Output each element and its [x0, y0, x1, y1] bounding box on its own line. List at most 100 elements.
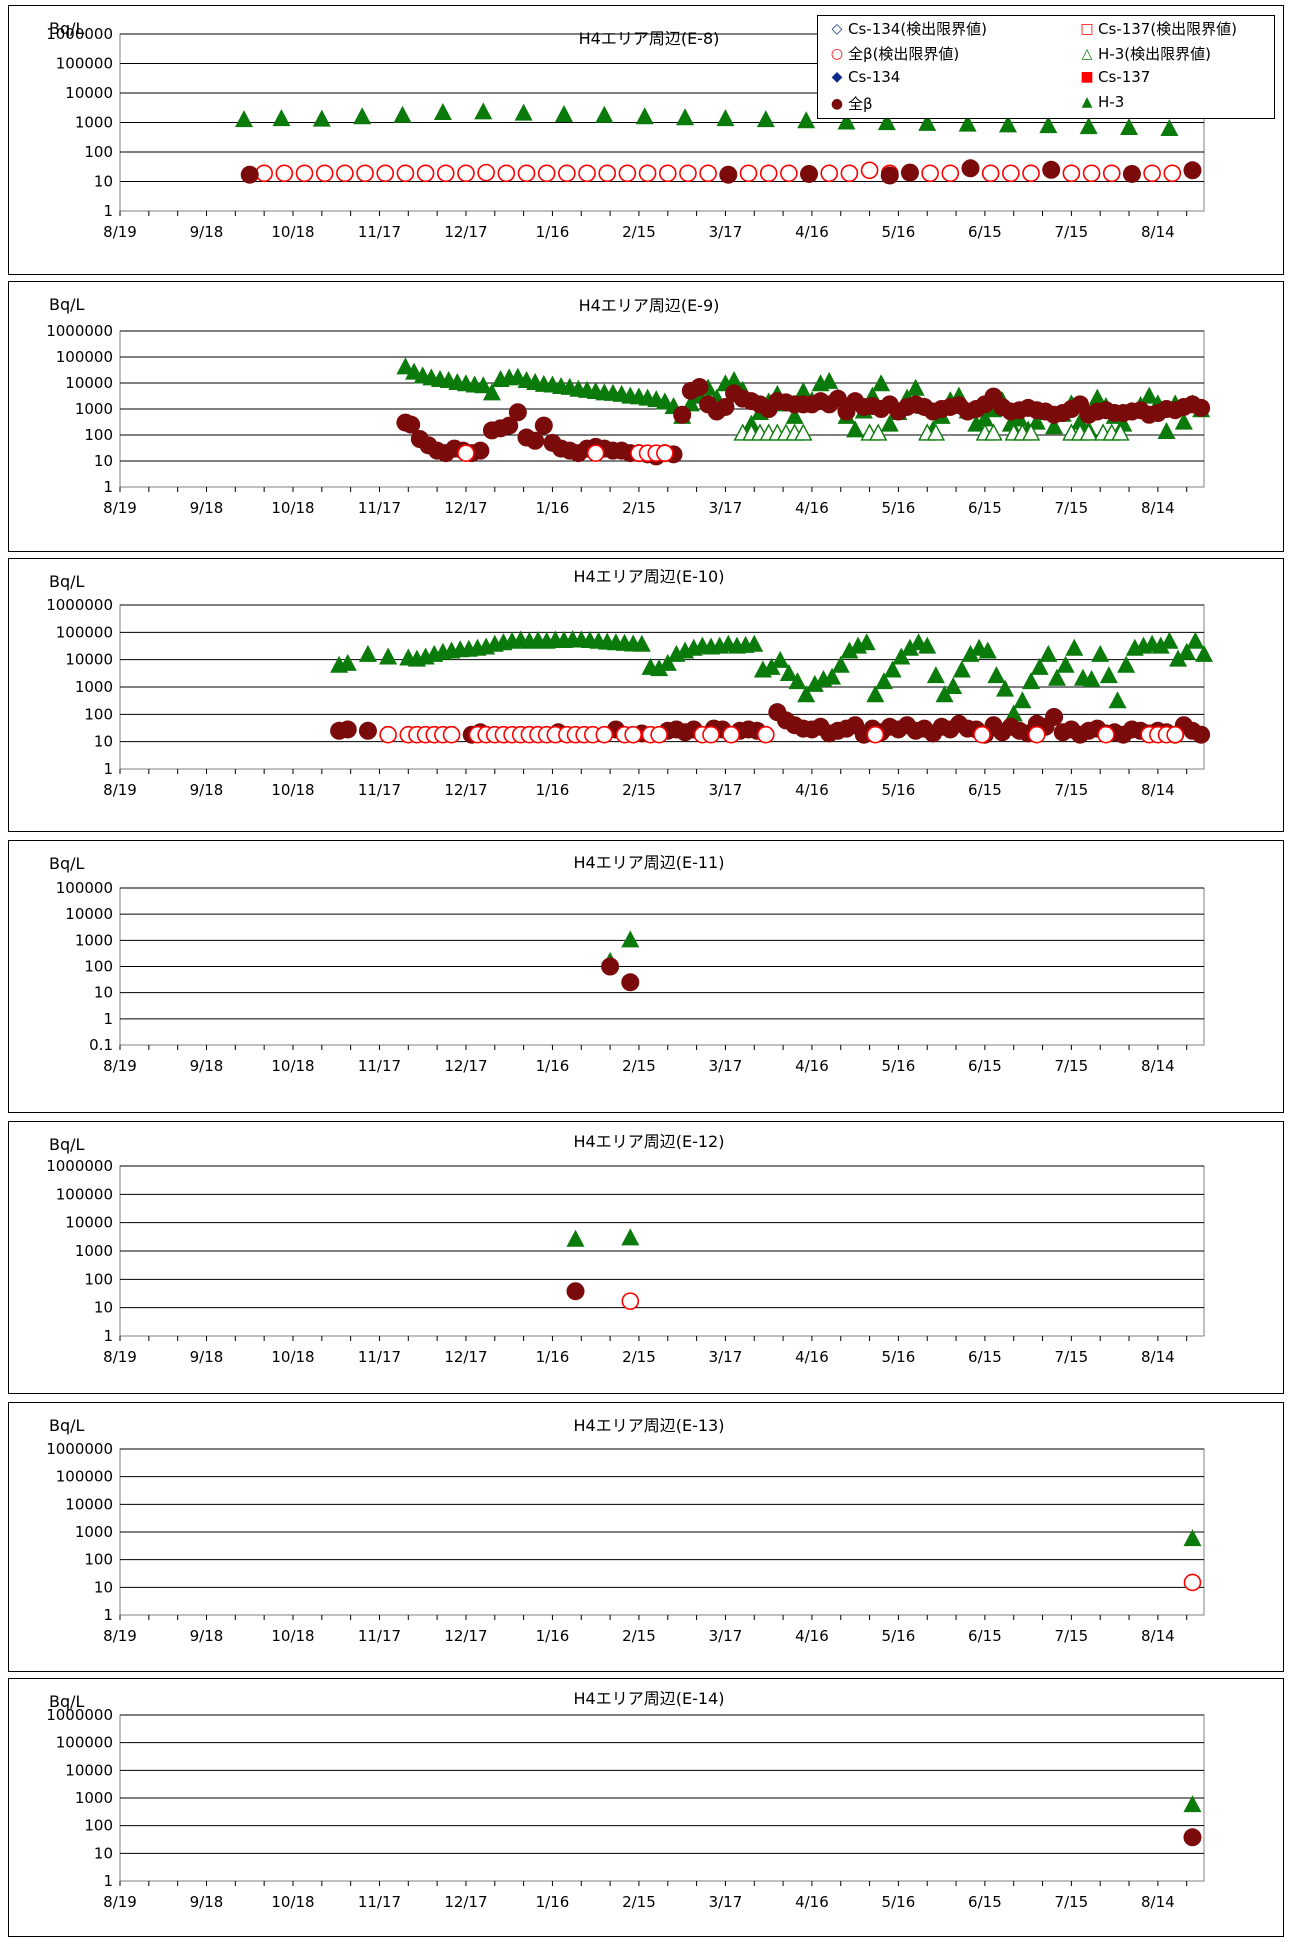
- x-tick-label: 4/16: [795, 1893, 829, 1911]
- x-tick-label: 5/16: [882, 223, 916, 241]
- x-tick-label: 3/17: [709, 1627, 743, 1645]
- x-tick-label: 12/17: [444, 1893, 487, 1911]
- x-tick-label: 6/15: [968, 499, 1002, 517]
- circle-icon: ●: [830, 95, 844, 112]
- data-point: [857, 633, 876, 651]
- data-point: [742, 414, 761, 432]
- data-point: [921, 164, 939, 183]
- x-tick-label: 10/18: [271, 1348, 314, 1366]
- data-point: [978, 641, 997, 659]
- legend-label: Cs-137(検出限界値): [1098, 20, 1238, 38]
- x-tick-label: 1/16: [536, 1348, 570, 1366]
- series-circle-open: [379, 725, 1184, 744]
- data-point: [866, 725, 885, 744]
- data-point: [831, 655, 850, 673]
- data-point: [900, 638, 919, 656]
- y-axis-label: Bq/L: [49, 1135, 85, 1154]
- x-tick-label: 1/16: [536, 1893, 570, 1911]
- x-tick-label: 5/16: [882, 499, 916, 517]
- legend-item-cs137: ■ Cs-137: [1080, 68, 1150, 86]
- x-tick-label: 8/14: [1141, 1893, 1175, 1911]
- data-point: [797, 685, 816, 703]
- y-axis-label: Bq/L: [49, 1416, 85, 1435]
- data-point: [1027, 725, 1046, 744]
- series-circle: [240, 159, 1202, 185]
- data-point: [621, 973, 640, 992]
- x-tick-label: 11/17: [358, 1627, 401, 1645]
- series-triangle-open: [733, 423, 1130, 441]
- x-tick-label: 6/15: [968, 1057, 1002, 1075]
- data-point: [240, 165, 259, 184]
- x-tick-label: 11/17: [358, 1057, 401, 1075]
- data-point: [1091, 644, 1110, 662]
- data-point: [517, 164, 536, 183]
- data-point: [1195, 644, 1213, 662]
- data-point: [1160, 631, 1179, 649]
- data-point: [638, 164, 657, 183]
- x-tick-label: 6/15: [968, 781, 1002, 799]
- series-circle: [601, 957, 640, 992]
- square-open-icon: □: [1080, 20, 1094, 37]
- data-point: [312, 109, 331, 127]
- data-point: [474, 376, 493, 394]
- data-point: [785, 406, 804, 424]
- x-tick-label: 2/15: [622, 1893, 656, 1911]
- data-point: [526, 431, 545, 450]
- data-point: [376, 164, 395, 183]
- y-tick-label: 10: [94, 1578, 113, 1596]
- chart-title: H4エリア周辺(E-12): [574, 1132, 725, 1151]
- x-tick-label: 3/17: [709, 781, 743, 799]
- data-point: [828, 389, 847, 408]
- y-tick-label: 1: [103, 1606, 113, 1624]
- x-tick-label: 2/15: [622, 223, 656, 241]
- data-point: [338, 720, 357, 739]
- x-tick-label: 5/16: [882, 1627, 916, 1645]
- y-tick-label: 1000: [75, 1242, 113, 1260]
- data-point: [1039, 116, 1058, 134]
- data-point: [338, 653, 357, 671]
- data-point: [595, 105, 614, 123]
- x-tick-label: 4/16: [795, 1627, 829, 1645]
- x-tick-label: 11/17: [358, 223, 401, 241]
- data-point: [1079, 423, 1098, 441]
- x-tick-label: 8/19: [103, 781, 137, 799]
- data-point: [880, 414, 899, 432]
- x-tick-label: 12/17: [444, 781, 487, 799]
- data-point: [442, 725, 461, 744]
- y-tick-label: 100: [84, 1270, 113, 1288]
- x-tick-label: 5/16: [882, 1348, 916, 1366]
- data-point: [877, 113, 896, 131]
- data-point: [716, 397, 735, 416]
- data-point: [892, 647, 911, 665]
- legend-item-cs134-dl: ◇ Cs-134(検出限界値): [830, 18, 987, 39]
- y-tick-label: 100000: [56, 55, 113, 73]
- chart-title: H4エリア周辺(E-14): [574, 1689, 725, 1708]
- x-tick-label: 11/17: [358, 781, 401, 799]
- data-point: [396, 357, 415, 375]
- data-point: [788, 672, 807, 690]
- data-point: [598, 164, 617, 183]
- y-tick-label: 1000000: [46, 1157, 113, 1175]
- data-point: [618, 164, 637, 183]
- y-tick-label: 10000: [65, 1495, 113, 1513]
- x-tick-label: 9/18: [190, 1893, 224, 1911]
- series-circle: [566, 1282, 585, 1301]
- chart-panel-e11: 0.1 1 10 100 1000 10000 100000 8/19 9/18 10/18 11/…: [8, 840, 1284, 1113]
- data-point: [739, 164, 758, 183]
- data-point: [272, 109, 291, 127]
- x-tick-label: 9/18: [190, 499, 224, 517]
- data-point: [941, 164, 960, 183]
- series-triangle: [1183, 1529, 1202, 1547]
- data-point: [1183, 161, 1202, 180]
- chart-svg: 0.1 1 10 100 1000 10000 100000 8/19 9/18 10/18 11/…: [49, 853, 1205, 1075]
- y-tick-label: 10: [94, 1844, 113, 1862]
- data-point: [1166, 725, 1184, 744]
- data-point: [624, 725, 642, 744]
- triangle-open-icon: △: [1081, 45, 1093, 62]
- data-point: [805, 674, 824, 692]
- chart-svg: 1 10 100 1000 10000 100000 1000000 8/19 9/18 10/1…: [46, 1689, 1205, 1911]
- x-tick-label: 3/17: [709, 223, 743, 241]
- data-point: [554, 104, 573, 122]
- square-icon: ■: [1080, 69, 1094, 85]
- x-tick-label: 7/15: [1055, 1348, 1089, 1366]
